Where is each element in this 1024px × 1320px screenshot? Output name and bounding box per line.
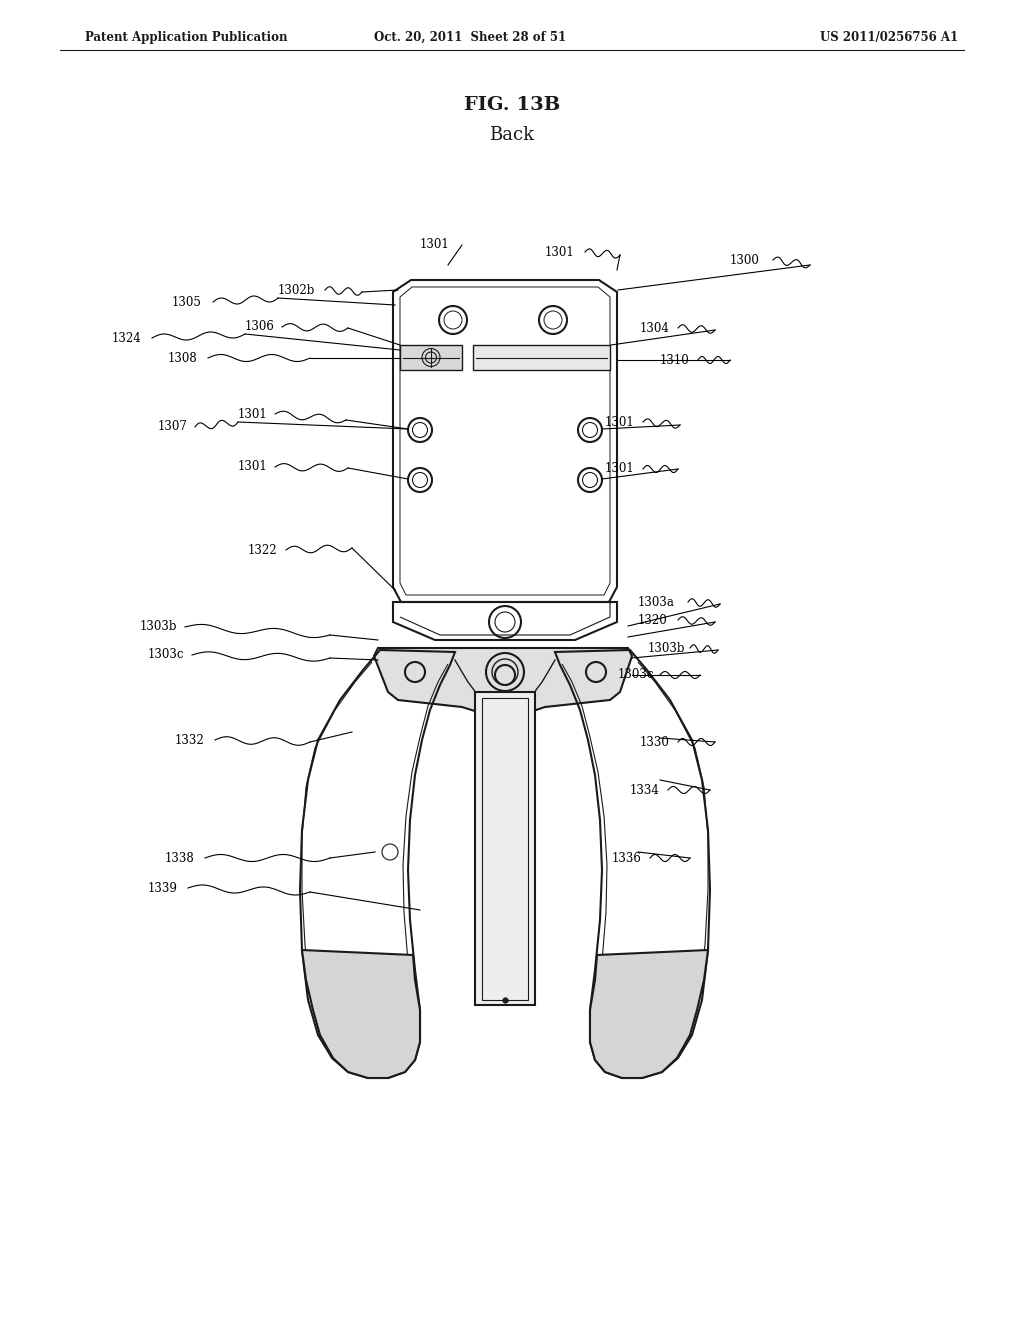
Text: 1334: 1334 [630, 784, 659, 796]
Text: 1332: 1332 [175, 734, 205, 747]
Text: 1303a: 1303a [638, 595, 675, 609]
Text: 1303b: 1303b [140, 620, 177, 634]
Text: 1301: 1301 [545, 246, 574, 259]
Polygon shape [590, 950, 708, 1078]
Text: Back: Back [489, 125, 535, 144]
Polygon shape [374, 648, 632, 711]
Text: 1307: 1307 [158, 421, 187, 433]
Bar [473, 345, 610, 370]
Text: 1320: 1320 [638, 614, 668, 627]
Text: 1301: 1301 [420, 239, 450, 252]
Text: 1303c: 1303c [148, 648, 184, 661]
Text: 1330: 1330 [640, 735, 670, 748]
Text: 1302b: 1302b [278, 284, 315, 297]
Polygon shape [475, 692, 535, 1005]
Text: 1339: 1339 [148, 882, 178, 895]
Text: 1308: 1308 [168, 351, 198, 364]
Text: 1306: 1306 [245, 321, 274, 334]
Text: 1301: 1301 [605, 416, 635, 429]
Bar [400, 345, 462, 370]
Text: 1324: 1324 [112, 331, 141, 345]
Polygon shape [302, 950, 420, 1078]
Text: US 2011/0256756 A1: US 2011/0256756 A1 [820, 30, 958, 44]
Text: 1301: 1301 [238, 408, 267, 421]
Text: Patent Application Publication: Patent Application Publication [85, 30, 288, 44]
Text: 1305: 1305 [172, 296, 202, 309]
Text: 1322: 1322 [248, 544, 278, 557]
Text: 1336: 1336 [612, 851, 642, 865]
Text: 1301: 1301 [238, 461, 267, 474]
Text: 1301: 1301 [605, 462, 635, 475]
Text: Oct. 20, 2011  Sheet 28 of 51: Oct. 20, 2011 Sheet 28 of 51 [374, 30, 566, 44]
Text: 1304: 1304 [640, 322, 670, 334]
Text: 1303c: 1303c [618, 668, 654, 681]
Text: 1300: 1300 [730, 253, 760, 267]
Text: FIG. 13B: FIG. 13B [464, 96, 560, 114]
Text: 1338: 1338 [165, 851, 195, 865]
Text: 1303b: 1303b [648, 642, 685, 655]
Text: 1310: 1310 [660, 354, 690, 367]
